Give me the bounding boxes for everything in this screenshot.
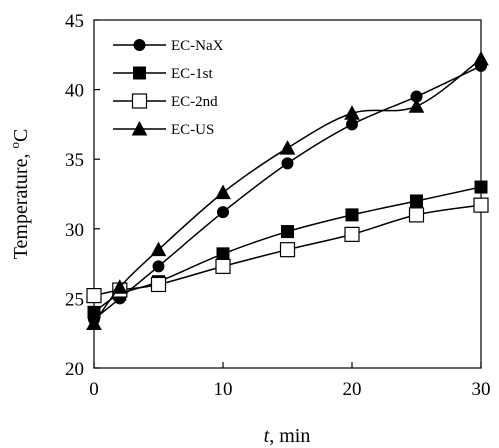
legend-marker bbox=[131, 93, 148, 109]
data-point bbox=[408, 207, 425, 223]
x-axis-title-var: t bbox=[264, 425, 270, 447]
y-tick-label: 45 bbox=[65, 11, 84, 32]
legend-marker bbox=[131, 120, 148, 136]
series-layer bbox=[86, 50, 489, 330]
data-point bbox=[215, 258, 231, 274]
data-point bbox=[279, 242, 296, 258]
legend-label: EC-1st bbox=[171, 66, 214, 82]
data-point bbox=[474, 180, 488, 194]
data-point bbox=[345, 208, 359, 222]
data-point bbox=[86, 288, 102, 304]
data-point bbox=[408, 98, 425, 113]
x-tick-label: 20 bbox=[343, 379, 362, 400]
data-point bbox=[150, 241, 167, 257]
data-point bbox=[344, 226, 360, 242]
y-tick-label: 30 bbox=[65, 220, 84, 241]
axis-ticks: 0 10 20 30 20 25 30 35 40 45 bbox=[65, 11, 491, 400]
data-point bbox=[346, 118, 358, 131]
legend: EC-NaX EC-1st EC-2nd EC-US bbox=[113, 38, 224, 138]
y-axis-title-unit: C bbox=[10, 129, 32, 142]
data-point bbox=[86, 315, 102, 330]
legend-label: EC-NaX bbox=[171, 38, 224, 54]
data-point bbox=[215, 184, 231, 200]
y-axis-title-degree: o bbox=[7, 142, 22, 149]
y-axis-title: Temperature, oC bbox=[7, 129, 32, 260]
data-point bbox=[152, 260, 165, 273]
x-axis-title: t, min bbox=[264, 425, 311, 447]
series-ec-us bbox=[86, 50, 489, 330]
plot-frame bbox=[93, 19, 482, 369]
data-point bbox=[111, 279, 128, 294]
x-axis-title-unit: , min bbox=[269, 425, 310, 447]
legend-entry: EC-NaX bbox=[113, 38, 224, 54]
y-axis-title-main: Temperature, bbox=[10, 149, 32, 260]
legend-marker bbox=[133, 39, 146, 51]
legend-entry: EC-2nd bbox=[113, 93, 218, 110]
data-point bbox=[279, 140, 296, 155]
series-ec-2nd bbox=[86, 197, 489, 304]
x-tick-label: 10 bbox=[214, 379, 233, 400]
y-tick-label: 40 bbox=[65, 81, 84, 102]
y-tick-label: 20 bbox=[65, 359, 84, 380]
data-point bbox=[473, 197, 489, 213]
data-point bbox=[217, 206, 229, 219]
legend-label: EC-US bbox=[171, 122, 214, 138]
data-point bbox=[410, 194, 423, 208]
data-point bbox=[281, 157, 294, 170]
y-tick-label: 35 bbox=[65, 150, 84, 171]
legend-entry: EC-US bbox=[113, 120, 214, 138]
legend-marker bbox=[133, 66, 146, 80]
y-tick-label: 25 bbox=[65, 289, 84, 310]
data-point bbox=[216, 247, 230, 261]
data-point bbox=[281, 225, 294, 239]
data-point bbox=[150, 276, 167, 293]
x-tick-label: 0 bbox=[89, 379, 99, 400]
legend-label: EC-2nd bbox=[171, 94, 218, 110]
legend-entry: EC-1st bbox=[113, 66, 214, 82]
data-point bbox=[473, 50, 489, 66]
x-tick-label: 30 bbox=[472, 379, 491, 400]
data-point bbox=[344, 105, 360, 120]
